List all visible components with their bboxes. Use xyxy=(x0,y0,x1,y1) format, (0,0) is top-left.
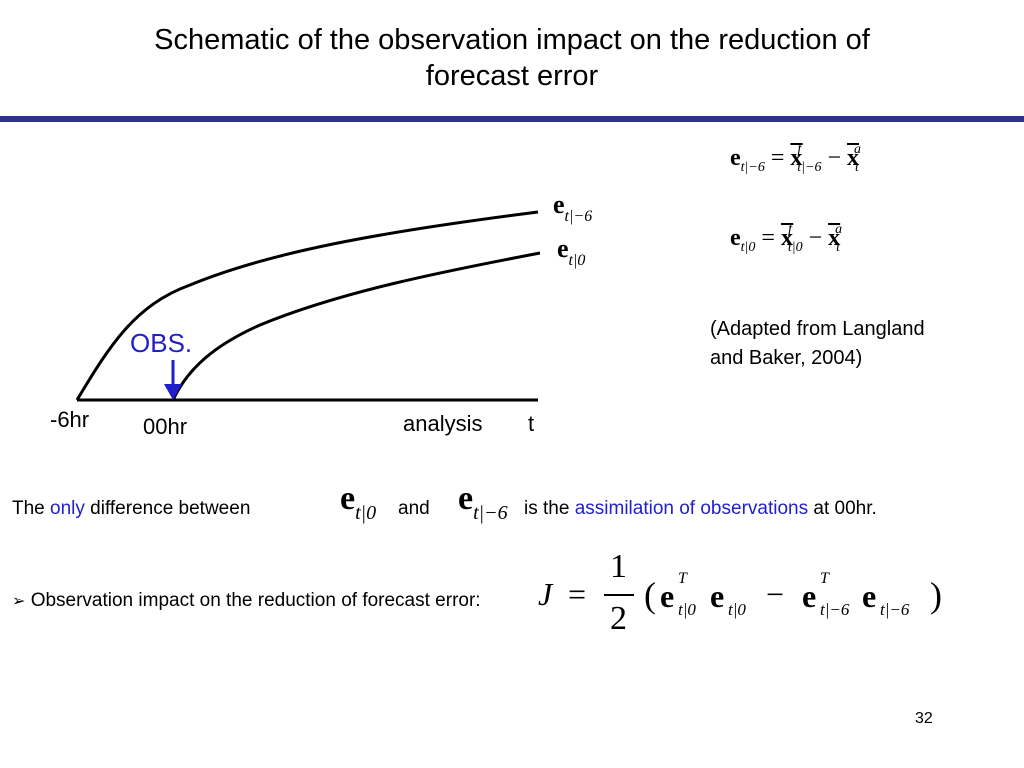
statement-and: and xyxy=(398,498,430,519)
statement-tail: is the assimilation of observations at 0… xyxy=(524,498,877,519)
slide-title: Schematic of the observation impact on t… xyxy=(60,22,964,94)
label-analysis: analysis xyxy=(403,411,483,436)
fraction-bar xyxy=(604,594,634,596)
label-t: t xyxy=(528,411,535,436)
label-00hr: 00hr xyxy=(143,414,188,439)
obs-arrow xyxy=(164,360,182,400)
curve-label-00: et|0 xyxy=(557,234,586,269)
difference-statement: The only difference between xyxy=(12,498,251,519)
curve-label-minus6: et|−6 xyxy=(553,190,593,225)
equation-e-minus6: et|−6 = xft|−6 − xat xyxy=(730,142,862,175)
statement-e-00: et|0 xyxy=(340,480,377,524)
title-line-2: forecast error xyxy=(425,60,599,92)
obs-label: OBS. xyxy=(130,328,193,358)
page-number: 32 xyxy=(915,710,933,727)
title-divider xyxy=(0,116,1024,122)
forecast-curve-minus6 xyxy=(75,210,539,401)
label-minus6hr: -6hr xyxy=(50,407,90,432)
statement-e-minus6: et|−6 xyxy=(458,480,508,524)
forecast-curve-00 xyxy=(171,251,541,401)
citation: (Adapted from Langland and Baker, 2004) xyxy=(710,318,925,369)
equation-e-00: et|0 = xft|0 − xat xyxy=(730,222,843,255)
title-line-1: Schematic of the observation impact on t… xyxy=(154,24,870,56)
impact-formula: J = 1 2 ( e T t|0 e t|0 − e T t|−6 e t|−… xyxy=(538,548,942,637)
bullet-observation-impact: ➢ Observation impact on the reduction of… xyxy=(12,590,481,611)
bullet-arrow-icon: ➢ xyxy=(12,591,26,610)
